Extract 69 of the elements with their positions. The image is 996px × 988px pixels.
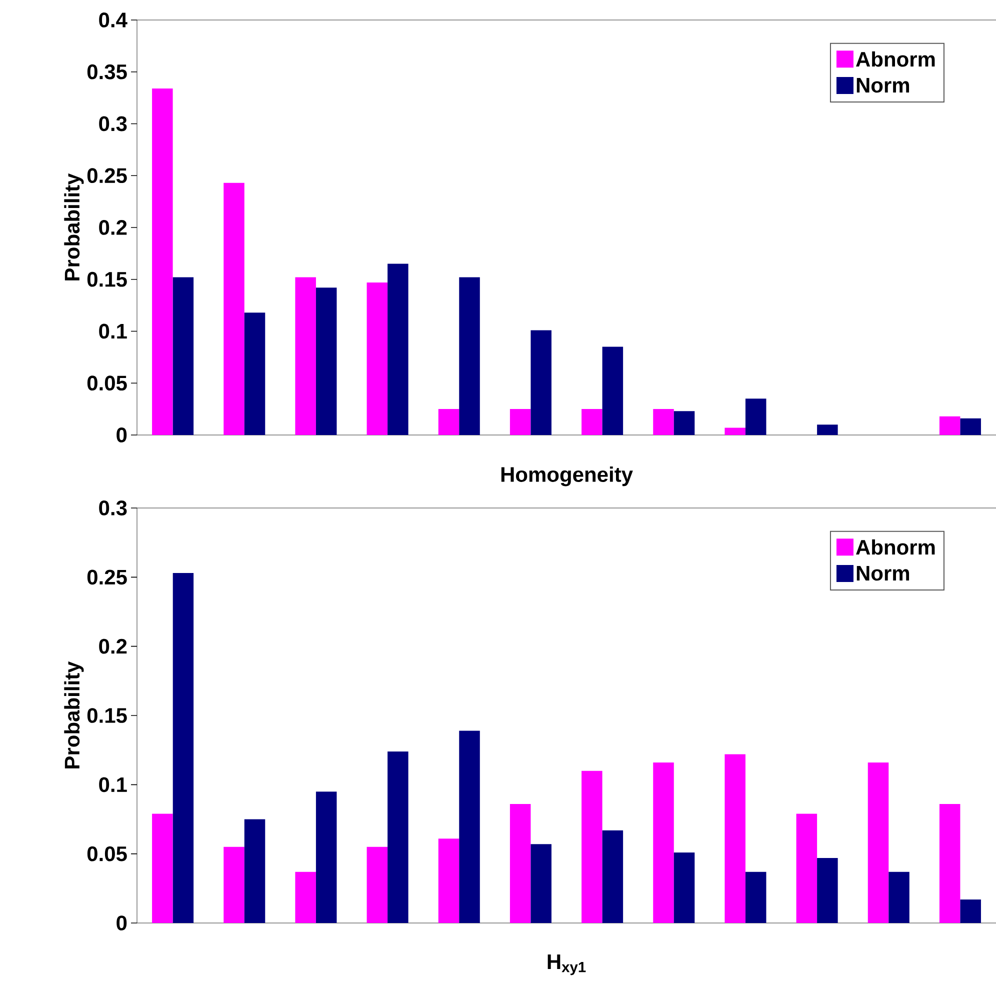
bar <box>602 346 624 435</box>
bar <box>745 398 766 435</box>
y-tick-label: 0.4 <box>99 12 128 28</box>
y-tick-label: 0.3 <box>99 116 127 132</box>
bar <box>224 182 244 435</box>
y-tick-label: 0.15 <box>87 272 127 287</box>
y-tick-label: 0.2 <box>99 638 127 654</box>
bar <box>295 277 316 435</box>
bar <box>224 846 244 923</box>
bar <box>172 277 194 435</box>
y-tick-label: 0 <box>116 916 127 930</box>
bar <box>366 846 388 923</box>
y-tick-label: 0.1 <box>99 324 127 339</box>
bar <box>316 792 337 923</box>
bar <box>745 872 766 923</box>
bar <box>653 762 674 923</box>
bar <box>388 264 408 435</box>
bar <box>602 830 624 923</box>
bar <box>582 409 602 435</box>
bar <box>316 288 337 435</box>
bar <box>388 751 408 923</box>
bar <box>152 814 173 923</box>
bar <box>817 858 838 923</box>
y-tick-label: 0.25 <box>87 570 127 585</box>
y-tick-label: 0.05 <box>87 846 127 862</box>
bar <box>295 872 316 923</box>
bar <box>724 754 746 923</box>
legend-label: Abnorm <box>856 539 935 555</box>
bar <box>939 804 960 923</box>
x-axis-title: Homogeneity <box>501 466 633 486</box>
bar <box>438 409 460 435</box>
bar <box>817 424 838 435</box>
bar <box>960 899 981 923</box>
bar <box>172 573 194 923</box>
bar <box>582 770 602 923</box>
bar <box>510 804 531 923</box>
bar <box>438 838 460 923</box>
bar <box>530 844 552 923</box>
bar <box>152 88 173 435</box>
y-tick-label: 0.1 <box>99 777 127 792</box>
y-axis-title: Probability <box>64 173 84 280</box>
legend-label: Abnorm <box>856 51 935 67</box>
bar <box>724 428 746 435</box>
bar <box>796 814 818 923</box>
bar <box>674 411 695 435</box>
y-tick-label: 0 <box>116 428 127 442</box>
bar <box>653 409 674 435</box>
legend-label: Norm <box>856 566 910 581</box>
bar <box>530 330 552 435</box>
bar <box>888 872 910 923</box>
bar <box>459 730 480 923</box>
y-tick-label: 0.3 <box>99 500 127 516</box>
bar <box>244 819 266 923</box>
bar <box>868 762 889 923</box>
bar <box>674 852 695 923</box>
legend-label: Norm <box>856 78 910 93</box>
bar <box>510 409 531 435</box>
bar <box>960 418 981 435</box>
y-tick-label: 0.15 <box>87 708 127 723</box>
y-tick-label: 0.2 <box>99 220 127 235</box>
y-tick-label: 0.25 <box>87 168 127 184</box>
bar <box>459 277 480 435</box>
y-tick-label: 0.05 <box>87 376 127 391</box>
y-tick-label: 0.35 <box>87 64 127 80</box>
bar <box>939 416 960 435</box>
bar <box>244 312 266 435</box>
y-axis-title: Probability <box>64 661 84 768</box>
x-axis-title: H$_{xy1}$ <box>548 954 586 976</box>
bar <box>366 282 388 435</box>
